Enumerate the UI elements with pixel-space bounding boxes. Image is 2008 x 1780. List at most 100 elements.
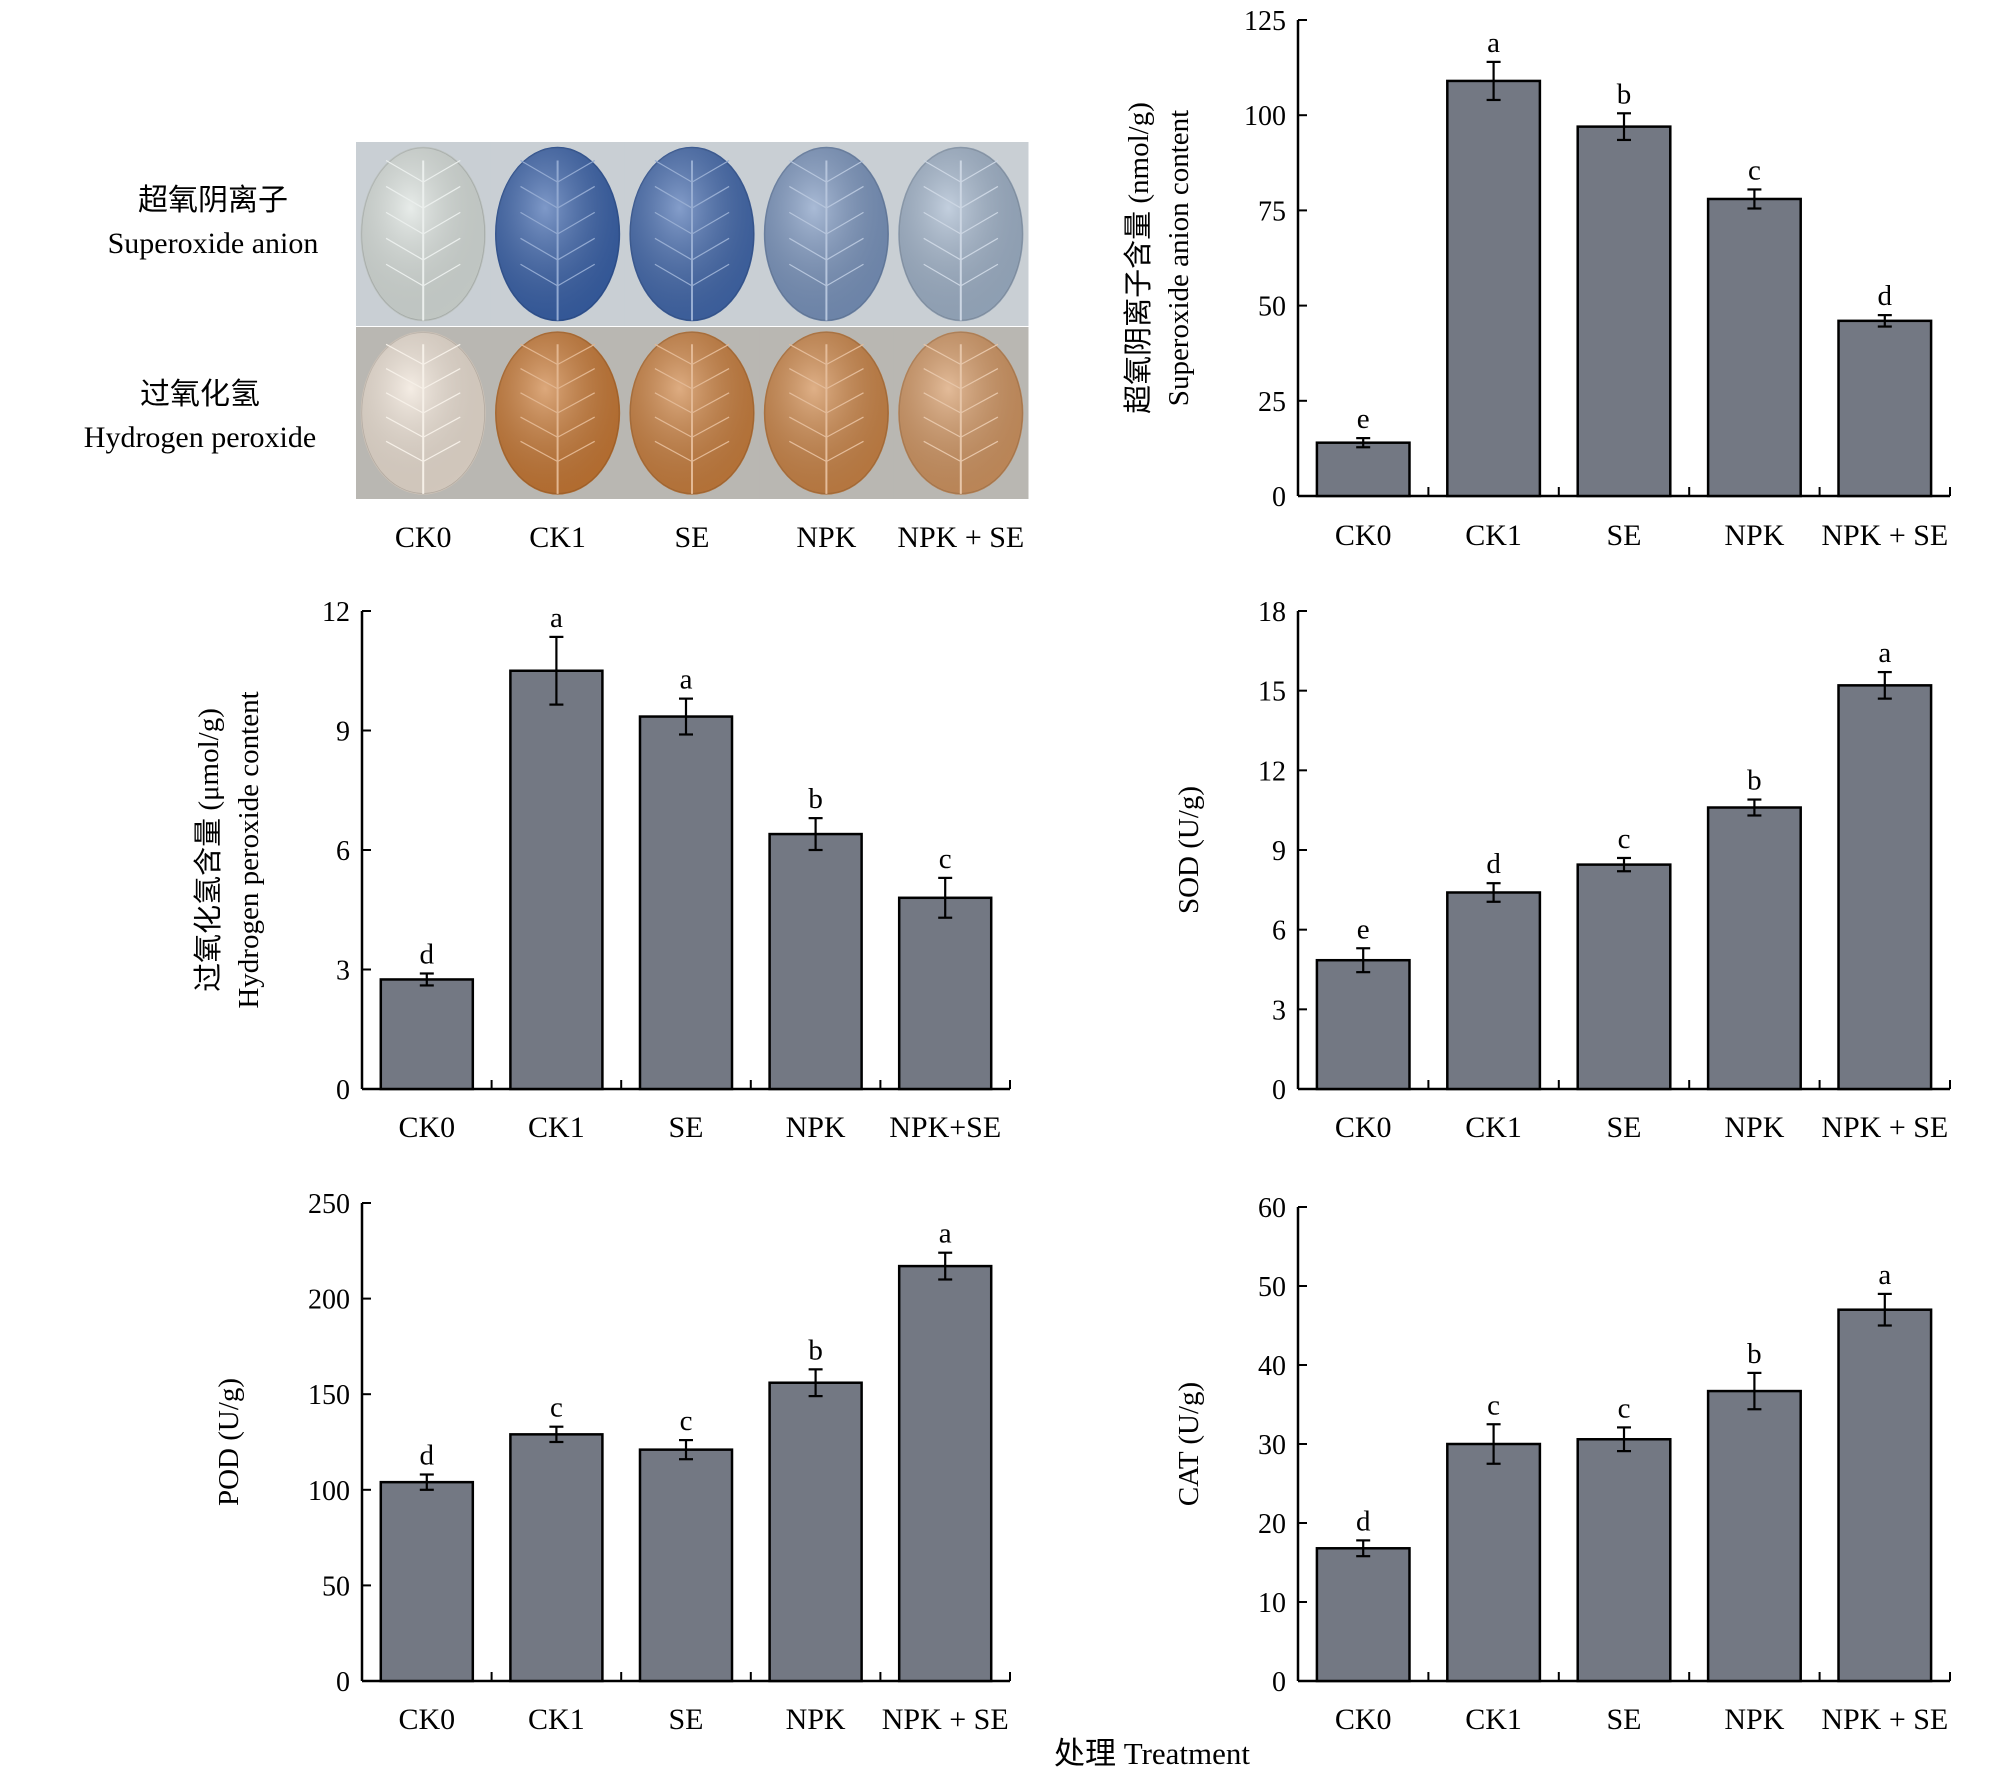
significance-letter: b bbox=[808, 1334, 823, 1366]
row-label-peroxide: 过氧化氢 Hydrogen peroxide bbox=[84, 378, 316, 454]
x-category-label: CK0 bbox=[398, 1111, 455, 1144]
x-category-label: CK1 bbox=[1465, 1703, 1522, 1736]
bar bbox=[1447, 1444, 1540, 1681]
x-category-label: CK1 bbox=[1465, 1111, 1522, 1144]
bar bbox=[1708, 199, 1801, 496]
pod-bar-chart: 050100150200250dCK0cCK1cSEbNPKaNPK + SEP… bbox=[213, 1189, 1010, 1736]
y-tick-label: 10 bbox=[1258, 1588, 1286, 1619]
x-category-label: CK0 bbox=[1335, 1111, 1392, 1144]
bar bbox=[510, 1434, 602, 1681]
bar bbox=[899, 1266, 991, 1681]
y-tick-label: 12 bbox=[322, 597, 350, 628]
significance-letter: c bbox=[1748, 154, 1761, 186]
leaf-column-label: NPK + SE bbox=[897, 521, 1024, 554]
x-category-label: NPK bbox=[1724, 1703, 1784, 1736]
y-tick-label: 15 bbox=[1258, 677, 1286, 708]
y-tick-label: 250 bbox=[308, 1189, 350, 1220]
leaf-staining-panel: 超氧阴离子 Superoxide anion 过氧化氢 Hydrogen per… bbox=[84, 142, 1029, 554]
y-axis-title-zh: 过氧化氢含量 (μmol/g) bbox=[192, 708, 225, 992]
leaf-column-label: CK1 bbox=[529, 521, 586, 554]
bar bbox=[770, 1383, 862, 1681]
significance-letter: c bbox=[680, 1405, 693, 1437]
y-axis-title: Hydrogen peroxide content bbox=[233, 691, 265, 1008]
y-tick-label: 3 bbox=[1272, 995, 1286, 1026]
x-category-label: CK0 bbox=[1335, 1703, 1392, 1736]
significance-letter: a bbox=[1878, 637, 1891, 669]
sod-bar-chart: 0 3 6 9 12 15 18 e CK0 d CK1 c SE b NPK a NPK + SE SOD (U… bbox=[1173, 597, 1950, 1144]
significance-letter: b bbox=[1747, 765, 1762, 797]
hydrogen-peroxide-bar-chart: 0 3 6 9 12 d CK0 a CK1 a SE b NPK c NPK+SE 过氧化氢含量 (μmol… bbox=[192, 597, 1010, 1144]
x-category-label: CK0 bbox=[1335, 519, 1392, 552]
x-category-label: CK0 bbox=[398, 1703, 455, 1736]
y-tick-label: 100 bbox=[1244, 101, 1286, 132]
significance-letter: e bbox=[1357, 913, 1370, 945]
significance-letter: d bbox=[1486, 848, 1501, 880]
row-label-superoxide-zh: 超氧阴离子 bbox=[138, 184, 288, 217]
bar bbox=[1578, 127, 1671, 496]
significance-letter: c bbox=[939, 843, 952, 875]
y-tick-label: 75 bbox=[1258, 196, 1286, 227]
row-label-peroxide-en: Hydrogen peroxide bbox=[84, 421, 316, 454]
y-tick-label: 125 bbox=[1244, 6, 1286, 37]
x-category-label: NPK + SE bbox=[882, 1703, 1009, 1736]
bar bbox=[1317, 1548, 1410, 1681]
x-category-label: NPK bbox=[1724, 519, 1784, 552]
significance-letter: b bbox=[1747, 1338, 1762, 1370]
leaf-superoxide-3 bbox=[759, 142, 894, 326]
significance-letter: c bbox=[1618, 1392, 1631, 1424]
y-tick-label: 18 bbox=[1258, 597, 1286, 628]
x-category-label: NPK + SE bbox=[1821, 1111, 1948, 1144]
significance-letter: c bbox=[550, 1392, 563, 1424]
significance-letter: b bbox=[1617, 78, 1632, 110]
superoxide-bar-chart: 0255075100125eCK0aCK1bSEcNPKdNPK + SE超氧阴… bbox=[1122, 6, 1950, 552]
y-tick-label: 3 bbox=[336, 956, 350, 987]
bar bbox=[770, 834, 862, 1089]
y-tick-label: 6 bbox=[1272, 916, 1286, 947]
y-tick-label: 9 bbox=[1272, 836, 1286, 867]
y-axis-title: POD (U/g) bbox=[213, 1378, 245, 1506]
y-tick-label: 9 bbox=[336, 717, 350, 748]
x-category-label: SE bbox=[668, 1703, 703, 1736]
row-label-superoxide: 超氧阴离子 Superoxide anion bbox=[108, 184, 319, 260]
x-category-label: CK1 bbox=[528, 1703, 585, 1736]
y-tick-label: 20 bbox=[1258, 1509, 1286, 1540]
y-axis-title: SOD (U/g) bbox=[1173, 786, 1205, 914]
y-tick-label: 100 bbox=[308, 1476, 350, 1507]
leaf-peroxide-2 bbox=[625, 327, 760, 499]
leaf-peroxide-1 bbox=[490, 327, 625, 499]
bar bbox=[1317, 443, 1410, 496]
significance-letter: a bbox=[1487, 27, 1500, 59]
bar bbox=[510, 671, 602, 1089]
x-category-label: SE bbox=[1606, 1703, 1641, 1736]
leaf-superoxide-4 bbox=[894, 142, 1029, 326]
bar bbox=[640, 1450, 732, 1681]
bar bbox=[1447, 892, 1540, 1089]
significance-letter: a bbox=[1878, 1259, 1891, 1291]
leaf-column-label: NPK bbox=[796, 521, 856, 554]
significance-letter: d bbox=[1356, 1505, 1371, 1537]
x-category-label: NPK bbox=[786, 1111, 846, 1144]
significance-letter: a bbox=[680, 664, 693, 696]
leaf-column-label: CK0 bbox=[395, 521, 452, 554]
y-tick-label: 12 bbox=[1258, 756, 1286, 787]
y-tick-label: 0 bbox=[1272, 1667, 1286, 1698]
row-label-peroxide-zh: 过氧化氢 bbox=[140, 378, 260, 411]
leaf-superoxide-0 bbox=[356, 142, 491, 326]
x-category-label: NPK+SE bbox=[889, 1111, 1001, 1144]
y-tick-label: 40 bbox=[1258, 1351, 1286, 1382]
x-category-label: NPK + SE bbox=[1821, 519, 1948, 552]
significance-letter: c bbox=[1618, 823, 1631, 855]
bar bbox=[1708, 808, 1801, 1089]
y-tick-label: 25 bbox=[1258, 387, 1286, 418]
y-tick-label: 0 bbox=[336, 1667, 350, 1698]
leaf-superoxide-1 bbox=[490, 142, 625, 326]
x-category-label: SE bbox=[1606, 519, 1641, 552]
significance-letter: b bbox=[808, 783, 823, 815]
leaf-peroxide-4 bbox=[894, 327, 1029, 499]
significance-letter: c bbox=[1487, 1389, 1500, 1421]
bar bbox=[381, 1482, 473, 1681]
y-tick-label: 200 bbox=[308, 1285, 350, 1316]
x-category-label: SE bbox=[668, 1111, 703, 1144]
y-tick-label: 0 bbox=[1272, 482, 1286, 513]
bar bbox=[1317, 960, 1410, 1089]
